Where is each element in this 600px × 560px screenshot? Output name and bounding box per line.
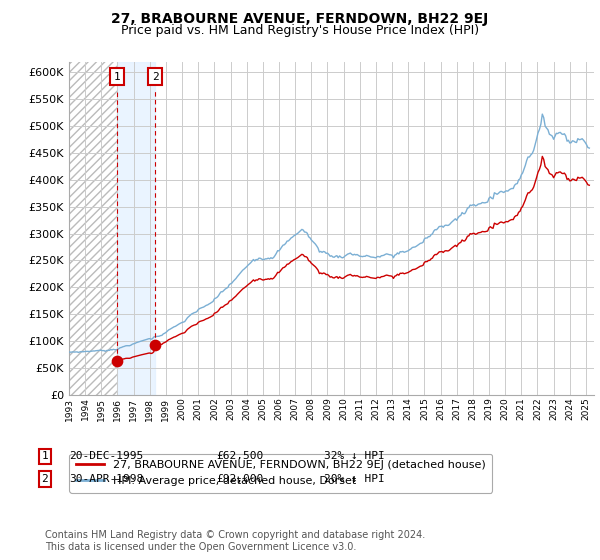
Text: Contains HM Land Registry data © Crown copyright and database right 2024.
This d: Contains HM Land Registry data © Crown c… — [45, 530, 425, 552]
Text: 20% ↓ HPI: 20% ↓ HPI — [324, 474, 385, 484]
Text: 2: 2 — [152, 72, 158, 82]
Text: 1: 1 — [113, 72, 121, 82]
Point — [112, 357, 122, 366]
Point — [150, 341, 160, 350]
Text: Price paid vs. HM Land Registry's House Price Index (HPI): Price paid vs. HM Land Registry's House … — [121, 24, 479, 36]
Text: £92,000: £92,000 — [216, 474, 263, 484]
Text: 30-APR-1998: 30-APR-1998 — [69, 474, 143, 484]
Text: 32% ↓ HPI: 32% ↓ HPI — [324, 451, 385, 461]
Text: 20-DEC-1995: 20-DEC-1995 — [69, 451, 143, 461]
Bar — [117, 62, 155, 395]
Text: £62,500: £62,500 — [216, 451, 263, 461]
Legend: 27, BRABOURNE AVENUE, FERNDOWN, BH22 9EJ (detached house), HPI: Average price, d: 27, BRABOURNE AVENUE, FERNDOWN, BH22 9EJ… — [70, 454, 492, 493]
Text: 1: 1 — [41, 451, 49, 461]
Text: 2: 2 — [41, 474, 49, 484]
Text: 27, BRABOURNE AVENUE, FERNDOWN, BH22 9EJ: 27, BRABOURNE AVENUE, FERNDOWN, BH22 9EJ — [112, 12, 488, 26]
